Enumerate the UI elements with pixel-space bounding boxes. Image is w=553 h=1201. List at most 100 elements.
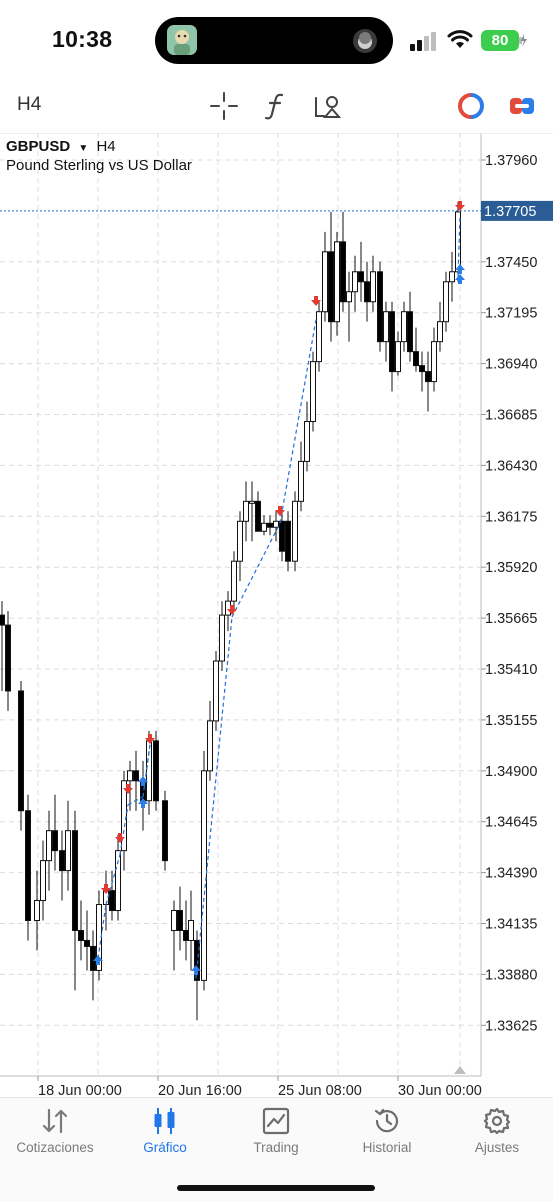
symbol-header[interactable]: GBPUSD ▼ H4 bbox=[6, 138, 116, 155]
time-label: 18 Jun 00:00 bbox=[38, 1083, 122, 1097]
price-label: 1.33880 bbox=[485, 967, 537, 983]
sell-arrow-icon bbox=[123, 784, 133, 794]
candle-body bbox=[255, 500, 261, 532]
candle-body bbox=[401, 311, 407, 343]
candle-body bbox=[443, 281, 449, 323]
trade-link-line bbox=[195, 617, 233, 979]
candle-body bbox=[449, 271, 455, 283]
current-price-tag bbox=[481, 200, 553, 221]
history-icon bbox=[374, 1108, 399, 1133]
candle-body bbox=[419, 365, 425, 373]
candle-body bbox=[219, 614, 225, 662]
buy-arrow-icon bbox=[138, 776, 148, 786]
candle-body bbox=[279, 520, 285, 552]
price-label: 1.37960 bbox=[485, 153, 537, 169]
candle-body bbox=[340, 241, 346, 303]
candle-body bbox=[65, 830, 71, 872]
price-label: 1.34900 bbox=[485, 764, 537, 780]
dropdown-caret-icon: ▼ bbox=[78, 143, 89, 154]
price-label: 1.35410 bbox=[485, 662, 537, 678]
toggle-icon[interactable] bbox=[506, 90, 538, 122]
trade-circle-icon[interactable] bbox=[455, 90, 487, 122]
tab-ajustes[interactable]: Ajustes bbox=[442, 1106, 552, 1162]
function-icon[interactable] bbox=[260, 90, 292, 122]
trade-link-line bbox=[142, 744, 151, 797]
buy-arrow-icon bbox=[191, 965, 201, 975]
candle-body bbox=[322, 251, 328, 313]
candle-body bbox=[194, 939, 200, 981]
price-label: 1.33625 bbox=[485, 1018, 537, 1034]
home-indicator bbox=[177, 1185, 375, 1191]
status-time: 10:38 bbox=[52, 26, 113, 52]
candle-body bbox=[90, 945, 96, 971]
candle-body bbox=[328, 251, 334, 323]
candle-body bbox=[153, 740, 159, 802]
trade-link-line bbox=[97, 904, 107, 959]
symbol-description: Pound Sterling vs US Dollar bbox=[6, 157, 192, 174]
candle-body bbox=[267, 522, 273, 528]
signal-icon bbox=[410, 32, 436, 51]
candle-body bbox=[395, 341, 401, 373]
candle-body bbox=[225, 600, 231, 616]
price-chart[interactable]: 1.37705 1.37960 1.37450 1.37195 1.36940 1.36… bbox=[0, 133, 553, 1097]
trading-icon bbox=[262, 1107, 290, 1135]
price-label: 1.34135 bbox=[485, 917, 537, 933]
candle-body bbox=[188, 920, 194, 941]
candle-body bbox=[346, 291, 352, 303]
sell-arrow-icon bbox=[115, 833, 125, 843]
sell-arrow-icon bbox=[227, 605, 237, 615]
candle-body bbox=[389, 311, 395, 373]
time-label: 25 Jun 08:00 bbox=[278, 1083, 362, 1097]
tab-historial[interactable]: Historial bbox=[332, 1106, 442, 1162]
candle-body bbox=[78, 929, 84, 941]
candle-body bbox=[237, 520, 243, 562]
candle-body bbox=[115, 850, 121, 912]
candle-body bbox=[334, 241, 340, 323]
candle-body bbox=[273, 520, 279, 528]
timeframe-button[interactable]: H4 bbox=[17, 94, 42, 115]
candle-body bbox=[377, 271, 383, 343]
candle-body bbox=[425, 371, 431, 383]
sell-arrow-icon bbox=[145, 734, 155, 744]
tab-trading[interactable]: Trading bbox=[221, 1106, 331, 1162]
candle-body bbox=[285, 520, 291, 562]
candle-body bbox=[370, 271, 376, 303]
candle-body bbox=[59, 850, 65, 872]
chart-toolbar: H4 bbox=[0, 82, 553, 130]
buy-arrow-icon bbox=[138, 798, 148, 808]
buy-arrow-icon bbox=[455, 274, 465, 284]
trade-link-line bbox=[119, 804, 129, 855]
price-label: 1.35155 bbox=[485, 713, 537, 729]
settings-icon bbox=[483, 1107, 511, 1135]
chart-canvas[interactable]: 1.37705 1.37960 1.37450 1.37195 1.36940 1.36… bbox=[0, 133, 553, 1097]
candle-body bbox=[304, 420, 310, 462]
price-label: 1.36430 bbox=[485, 458, 537, 474]
tab-cotizaciones[interactable]: Cotizaciones bbox=[0, 1106, 110, 1162]
candle-body bbox=[127, 770, 133, 782]
candle-body bbox=[364, 281, 370, 303]
candle-body bbox=[40, 860, 46, 902]
trade-link-line bbox=[231, 523, 281, 618]
candle-body bbox=[261, 522, 267, 532]
tab-grafico[interactable]: Gráfico bbox=[110, 1106, 220, 1162]
candle-body bbox=[310, 361, 316, 422]
buy-arrow-icon bbox=[93, 955, 103, 965]
candle-body bbox=[316, 311, 322, 363]
candle-body bbox=[183, 929, 189, 941]
candle-body bbox=[46, 830, 52, 862]
sell-arrow-icon bbox=[311, 296, 321, 306]
candle-body bbox=[133, 770, 139, 782]
time-label: 20 Jun 16:00 bbox=[158, 1083, 242, 1097]
status-bar: 10:38 80 bbox=[0, 0, 553, 82]
price-label: 1.37195 bbox=[485, 306, 537, 322]
candle-body bbox=[298, 460, 304, 502]
current-price-label: 1.37705 bbox=[484, 204, 536, 220]
candle-body bbox=[213, 660, 219, 722]
candle-body bbox=[177, 910, 183, 931]
objects-icon[interactable] bbox=[312, 90, 344, 122]
symbol-name: GBPUSD bbox=[6, 138, 71, 155]
price-label: 1.35920 bbox=[485, 560, 537, 576]
candle-body bbox=[0, 614, 5, 626]
candle-body bbox=[358, 271, 364, 283]
crosshair-icon[interactable] bbox=[208, 90, 240, 122]
